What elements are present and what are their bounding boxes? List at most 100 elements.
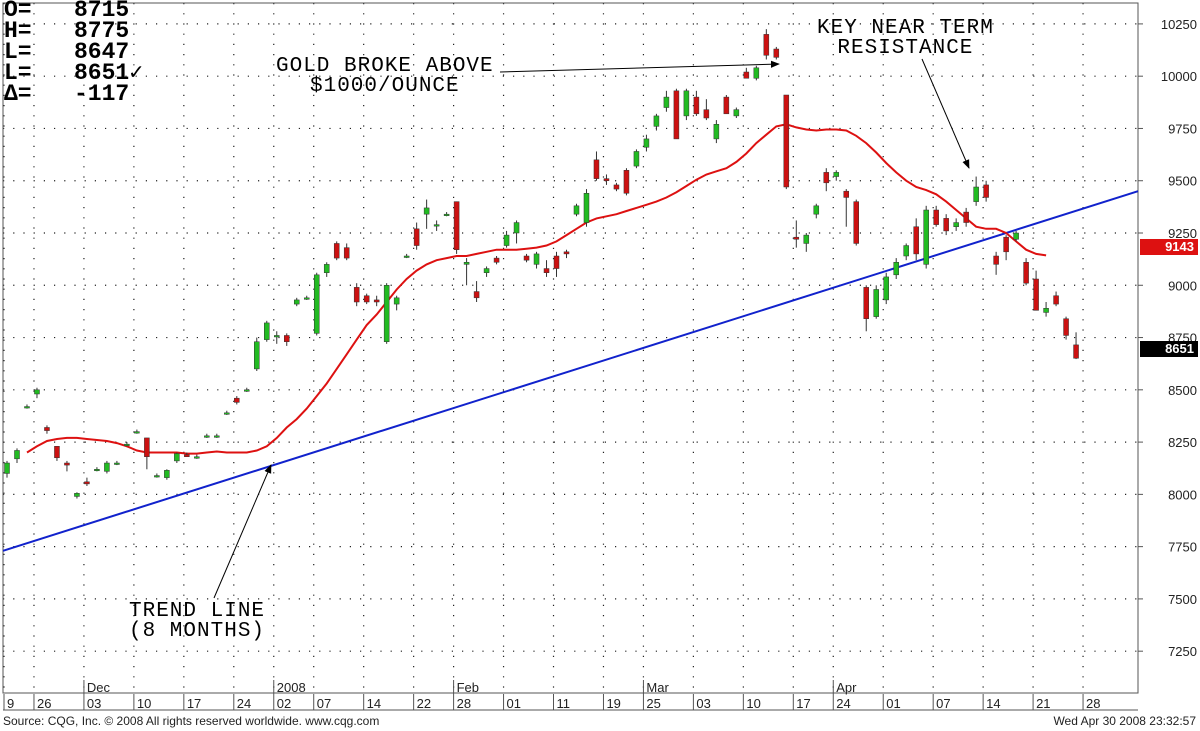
candle (633, 149, 640, 169)
trend-annotation-line1: TREND LINE (129, 600, 266, 623)
candle (793, 220, 800, 248)
candle (104, 460, 110, 474)
candle-body (44, 427, 50, 431)
candle-body (603, 178, 610, 181)
candle (713, 120, 720, 144)
ohlc-key: L= (4, 60, 32, 86)
candle-body (144, 437, 150, 457)
candle (473, 281, 480, 302)
candle (114, 460, 120, 466)
ohlc-row: L= 8651✓ (4, 60, 143, 86)
candle-body (403, 255, 410, 258)
candle-body (54, 446, 60, 459)
candle (553, 251, 560, 277)
candle-body (843, 190, 850, 198)
candle-body (244, 389, 250, 392)
candle-body (703, 109, 710, 119)
candle (513, 220, 520, 244)
candle-body (274, 335, 280, 338)
candle (533, 251, 540, 269)
candle-body (433, 224, 440, 227)
candle-body (303, 297, 310, 300)
timestamp: Wed Apr 30 2008 23:32:57 (1053, 714, 1196, 728)
candle-body (943, 218, 949, 232)
candle-body (214, 435, 220, 438)
resistance-annotation-line2: RESISTANCE (837, 37, 974, 60)
chart-frame (2, 2, 1139, 711)
candle (224, 410, 230, 415)
candle (653, 113, 660, 131)
candle (393, 295, 400, 311)
candle-body (513, 222, 520, 234)
candle-body (753, 67, 760, 79)
x-tick-label: 17 (187, 696, 201, 711)
candle (383, 283, 390, 344)
month-label: Apr (836, 680, 857, 695)
trend-annotation-line2: (8 MONTHS) (129, 620, 266, 643)
y-axis: 7250750077508000825085008750900092509500… (1138, 17, 1197, 659)
candle (254, 337, 260, 371)
x-tick-label: 02 (277, 696, 291, 711)
candle-body (983, 184, 989, 198)
gold-annotation-line1: GOLD BROKE ABOVE (276, 55, 494, 78)
candle (923, 205, 929, 269)
candle-body (64, 462, 70, 466)
candle-body (104, 462, 110, 472)
candle (413, 222, 420, 250)
candle (903, 243, 909, 261)
candle-body (264, 322, 270, 340)
candle (463, 258, 470, 286)
candle-body (154, 475, 160, 478)
candle (623, 168, 630, 196)
ma-price-tag: 9143 (1140, 239, 1198, 255)
candle (743, 67, 750, 79)
candle-body (823, 172, 830, 184)
annotation-arrows (213, 58, 970, 599)
candle-body (613, 184, 620, 190)
ohlc-row: L= 8647 (4, 41, 143, 64)
candle-body (873, 289, 879, 317)
candle (204, 433, 210, 438)
x-tick-label: 03 (696, 696, 710, 711)
candle-body (993, 255, 999, 265)
candle-body (463, 262, 470, 265)
candle (174, 452, 180, 463)
candle (813, 203, 820, 219)
x-tick-label: 07 (936, 696, 950, 711)
candle (363, 293, 370, 305)
candle (693, 90, 700, 116)
candle-body (373, 299, 380, 303)
x-tick-label: 9 (7, 696, 14, 711)
candle (443, 212, 450, 217)
candle (124, 442, 130, 447)
candle-body (733, 109, 740, 117)
candle (274, 331, 280, 344)
candle (983, 180, 989, 202)
candle-body (1073, 344, 1079, 359)
candle-body (533, 253, 540, 265)
candle-body (473, 291, 480, 299)
candle (154, 473, 160, 478)
trend-line (2, 190, 1139, 552)
x-tick-label: 28 (457, 696, 471, 711)
month-label: 2008 (277, 680, 306, 695)
candle (863, 285, 869, 332)
candle-body (723, 96, 730, 115)
candle (873, 285, 879, 319)
candle (284, 333, 290, 346)
candle-body (813, 205, 820, 215)
candle-body (204, 435, 210, 438)
candle-body (1003, 236, 1009, 253)
candle-body (333, 243, 340, 259)
candle (483, 266, 490, 277)
candle-body (14, 450, 20, 460)
source-note: Source: CQG, Inc. © 2008 All rights rese… (3, 714, 380, 728)
candles (4, 29, 1079, 499)
candle (733, 107, 740, 118)
candle-body (34, 389, 40, 395)
candle (293, 297, 300, 307)
x-axis: 9 26 03 10 17 24 02 07 14 22 28 01 11 19 25 03 10 17 24 01 0… (3, 680, 1101, 711)
candle-body (673, 90, 680, 140)
ohlc-row: Δ= -117 (4, 83, 143, 106)
x-tick-label: 22 (417, 696, 431, 711)
